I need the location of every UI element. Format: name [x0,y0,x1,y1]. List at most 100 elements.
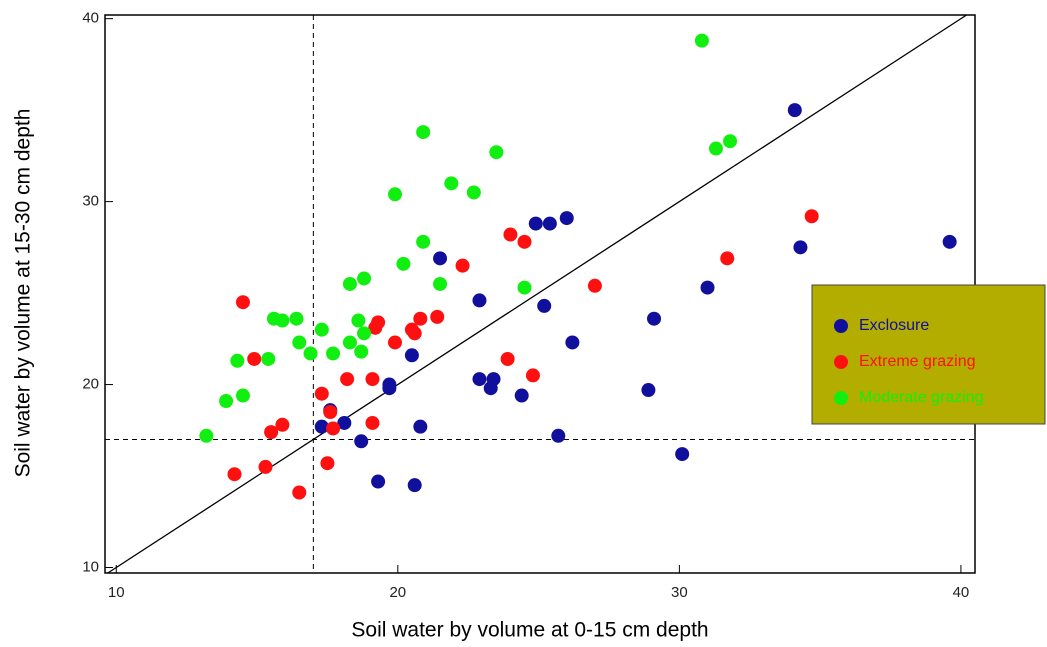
point [289,311,304,326]
point [500,351,515,366]
point [235,295,250,310]
point [472,372,487,387]
point [407,478,422,493]
point [368,320,383,335]
point [275,417,290,432]
point [264,425,279,440]
point [314,386,329,401]
point [551,428,566,443]
point [199,428,214,443]
point [371,474,386,489]
point [382,381,397,396]
point [388,187,402,202]
legend-marker [834,391,848,405]
y-tick-label: 10 [82,558,99,575]
point [342,276,357,291]
point [342,335,357,350]
point [404,348,419,363]
point [314,322,329,337]
legend-label: Extreme grazing [859,353,976,370]
point [407,326,422,341]
point [542,216,557,231]
identity-line [107,14,967,574]
point [720,251,735,266]
point [430,309,445,324]
point [357,271,372,286]
point [537,298,552,313]
point [365,372,380,387]
x-tick-label: 10 [108,584,125,601]
point [303,346,318,361]
point [565,335,580,350]
point [230,353,245,368]
point [354,434,369,449]
point [314,419,329,434]
x-tick-label: 20 [389,584,406,601]
point [258,459,273,474]
point [472,293,487,308]
legend-marker [834,319,848,333]
point [235,388,250,403]
point [466,185,481,200]
y-tick-label: 20 [82,376,99,393]
point [261,351,276,366]
point [340,372,355,387]
point [354,344,369,359]
point [413,311,428,326]
point [326,346,341,361]
point [320,456,335,471]
point [804,209,819,224]
point [647,311,662,326]
point [227,467,242,482]
legend-label: Moderate grazing [859,389,984,406]
point [416,234,431,249]
point [528,216,543,231]
point [416,125,431,140]
point [337,415,352,430]
point [388,335,402,350]
point [483,381,498,396]
point [675,447,690,462]
point [503,227,518,242]
y-axis-title: Soil water by volume at 15-30 cm depth [12,109,35,478]
point [489,145,504,160]
point [275,313,290,328]
x-tick-label: 40 [953,584,970,601]
point [787,103,802,118]
point [517,280,532,295]
point [517,234,532,249]
point [708,141,723,156]
point [326,421,341,436]
point [219,394,234,409]
point [444,176,459,191]
point [323,405,338,420]
point [942,234,957,249]
point [793,240,808,255]
point [514,388,529,403]
point [455,258,470,273]
point [525,368,540,383]
point [292,335,307,350]
point [365,415,380,430]
point [357,326,372,341]
point [587,278,602,293]
legend-label: Exclosure [859,317,929,334]
point [700,280,715,295]
legend-box [811,284,1046,425]
x-axis-title: Soil water by volume at 0-15 cm depth [351,619,708,642]
point [723,134,738,149]
point [559,211,574,226]
point [351,313,366,328]
point [413,419,428,434]
x-tick-label: 30 [671,584,688,601]
point [247,351,262,366]
y-tick-label: 40 [82,10,99,27]
point [433,276,448,291]
point [396,256,411,271]
point [292,485,307,500]
point [641,383,656,398]
y-tick-label: 30 [82,193,99,210]
point [694,33,709,48]
point [433,251,448,266]
